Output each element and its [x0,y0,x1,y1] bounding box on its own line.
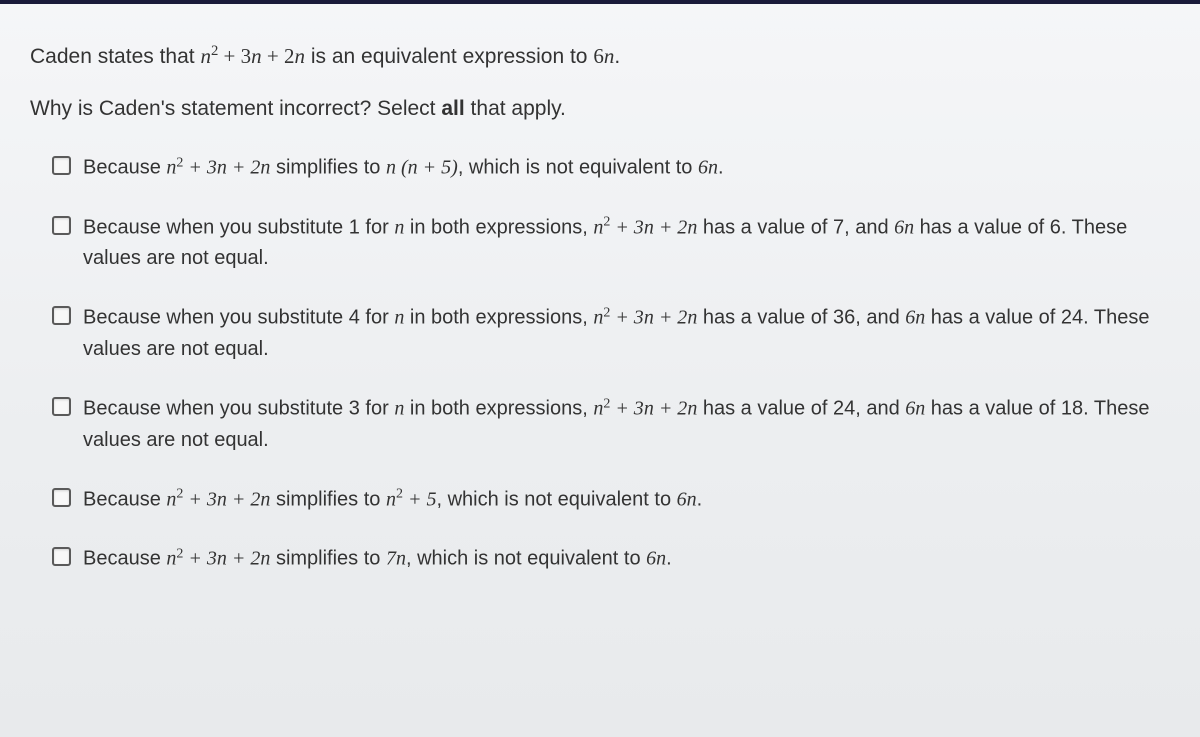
option-row: Because when you substitute 1 for n in b… [52,212,1170,275]
option-checkbox[interactable] [52,397,71,416]
question-stem: Caden states that n2 + 3n + 2n is an equ… [30,40,1170,73]
option-row: Because n2 + 3n + 2n simplifies to 7n, w… [52,543,1170,575]
expr-6n: 6n [593,44,614,68]
option-row: Because n2 + 3n + 2n simplifies to n (n … [52,152,1170,184]
option-text: Because n2 + 3n + 2n simplifies to n (n … [83,152,724,184]
prompt-text-b: that apply. [465,97,566,120]
option-checkbox[interactable] [52,156,71,175]
option-checkbox[interactable] [52,306,71,325]
option-text: Because n2 + 3n + 2n simplifies to 7n, w… [83,543,672,575]
prompt-bold: all [441,97,464,120]
option-text: Because when you substitute 3 for n in b… [83,393,1170,456]
stem-period: . [614,45,620,68]
question-prompt: Why is Caden's statement incorrect? Sele… [30,93,1170,125]
option-text: Because n2 + 3n + 2n simplifies to n2 + … [83,484,702,516]
option-row: Because when you substitute 4 for n in b… [52,302,1170,365]
options-list: Because n2 + 3n + 2n simplifies to n (n … [30,152,1170,575]
question-page: Caden states that n2 + 3n + 2n is an equ… [0,0,1200,737]
option-checkbox[interactable] [52,488,71,507]
option-row: Because n2 + 3n + 2n simplifies to n2 + … [52,484,1170,516]
option-text: Because when you substitute 4 for n in b… [83,302,1170,365]
option-row: Because when you substitute 3 for n in b… [52,393,1170,456]
prompt-text-a: Why is Caden's statement incorrect? Sele… [30,97,441,120]
option-checkbox[interactable] [52,547,71,566]
expr-poly: n2 + 3n + 2n [200,44,305,68]
option-text: Because when you substitute 1 for n in b… [83,212,1170,275]
stem-text-b: is an equivalent expression to [305,45,593,68]
option-checkbox[interactable] [52,216,71,235]
stem-text-a: Caden states that [30,45,200,68]
